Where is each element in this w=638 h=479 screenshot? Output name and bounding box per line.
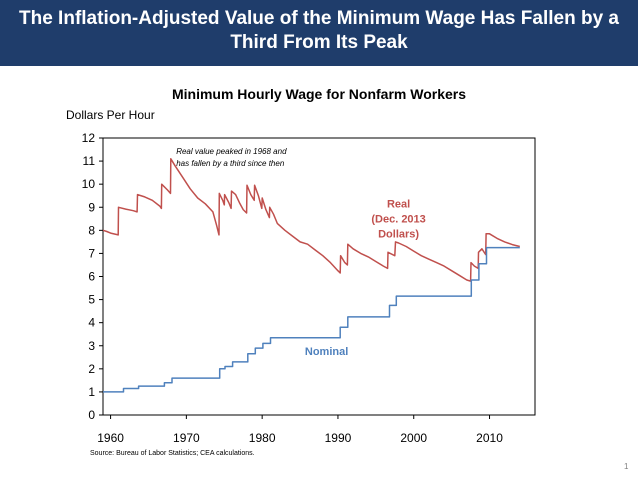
- source-note: Source: Bureau of Labor Statistics; CEA …: [90, 450, 255, 457]
- series-label-nominal-line: Nominal: [305, 346, 348, 358]
- y-tick-label: 12: [82, 131, 96, 145]
- slide-title-banner: The Inflation-Adjusted Value of the Mini…: [0, 0, 638, 66]
- series-label-real-line: Dollars): [378, 228, 419, 240]
- peak-annotation-line: Real value peaked in 1968 and: [176, 147, 287, 156]
- y-tick-label: 11: [83, 154, 96, 168]
- y-tick-label: 6: [88, 270, 95, 284]
- y-tick-label: 2: [88, 362, 95, 376]
- series-line-nominal: [103, 246, 520, 393]
- peak-annotation: Real value peaked in 1968 and has fallen …: [176, 147, 287, 168]
- chart-title: Minimum Hourly Wage for Nonfarm Workers: [171, 86, 467, 102]
- y-tick-label: 5: [88, 293, 95, 307]
- y-tick-label: 1: [88, 385, 95, 399]
- x-tick-label: 1990: [325, 431, 352, 445]
- x-tick-label: 1960: [97, 431, 124, 445]
- series-line-real: [102, 158, 520, 282]
- x-tick-label: 1980: [249, 431, 276, 445]
- slide-title: The Inflation-Adjusted Value of the Mini…: [19, 8, 619, 53]
- page-number: 1: [624, 462, 629, 471]
- y-tick-label: 3: [88, 339, 95, 353]
- y-tick-label: 10: [82, 177, 96, 191]
- y-axis-label: Dollars Per Hour: [66, 108, 155, 122]
- x-tick-label: 2000: [400, 431, 427, 445]
- series-label-real: Real (Dec. 2013 Dollars): [371, 198, 425, 240]
- peak-annotation-line: has fallen by a third since then: [176, 159, 285, 168]
- y-tick-label: 7: [88, 246, 95, 260]
- x-tick-label: 1970: [173, 431, 200, 445]
- y-tick-label: 9: [88, 200, 95, 214]
- series-label-real-line: Real: [387, 198, 410, 210]
- series-label-nominal: Nominal: [305, 346, 348, 358]
- series-label-real-line: (Dec. 2013: [371, 213, 425, 225]
- y-tick-label: 4: [88, 316, 95, 330]
- y-tick-label: 8: [88, 223, 95, 237]
- x-tick-label: 2010: [476, 431, 503, 445]
- y-tick-label: 0: [88, 408, 95, 422]
